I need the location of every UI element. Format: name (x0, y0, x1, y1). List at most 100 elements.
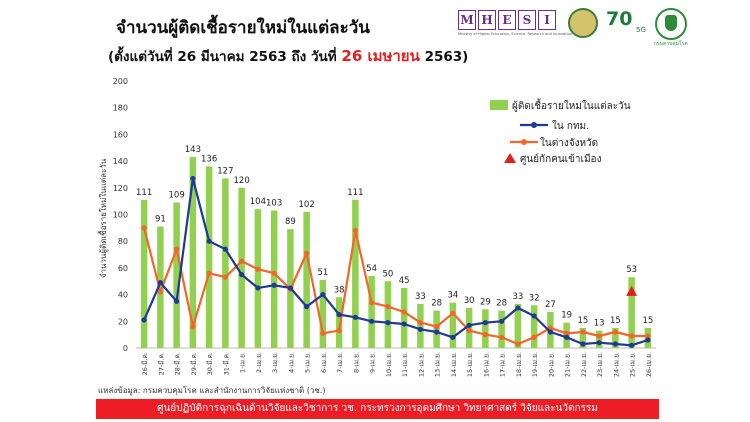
x-tick-label: 3-เม.ย. (271, 352, 279, 373)
bar-data-label: 28 (496, 299, 507, 309)
mhesi-letter: I (538, 10, 556, 30)
x-tick-label: 4-เม.ย. (287, 352, 295, 373)
x-tick-label: 11-เม.ย. (401, 352, 409, 377)
bar (595, 330, 603, 348)
bar-data-label: 15 (642, 316, 653, 326)
subtitle-start: (ตั้งแต่วันที่ 26 มีนาคม 2563 ถึง วันที่ (108, 49, 337, 65)
chart-title: จำนวนผู้ติดเชื้อรายใหม่ในแต่ละวัน (116, 18, 370, 38)
bar-data-label: 136 (201, 154, 217, 164)
bar (514, 303, 522, 348)
y-tick-label: 100 (113, 211, 128, 220)
y-axis-label: จำนวนผู้ติดเชื้อรายใหม่ในแต่ละวัน (97, 158, 109, 278)
bkk-point (547, 329, 553, 335)
provinces-point (271, 270, 277, 276)
bkk-point (434, 329, 440, 335)
legend-provinces-label: ในต่างจังหวัด (540, 137, 598, 149)
bkk-point (190, 175, 196, 182)
legend-provinces-marker (521, 139, 527, 145)
mhesi-letter: E (498, 10, 516, 30)
bkk-point (287, 285, 293, 291)
x-tick-label: 13-เม.ย. (434, 352, 442, 377)
bar-data-label: 91 (155, 215, 166, 225)
bkk-point (255, 285, 261, 291)
bkk-point (466, 322, 472, 328)
moph-logo-icon (655, 8, 687, 40)
x-tick-label: 12-เม.ย. (417, 352, 425, 377)
mhesi-letter: M (458, 10, 476, 30)
bar (157, 226, 164, 348)
bar-data-label: 104 (250, 197, 266, 207)
bar (482, 309, 489, 348)
x-tick-label: 2-เม.ย. (255, 352, 263, 373)
subtitle-highlight-date: 26 เมษายน (341, 47, 420, 65)
bkk-point (352, 314, 358, 320)
mhesi-caption: Ministry of Higher Education, Science, R… (458, 32, 573, 36)
bar (319, 279, 327, 348)
y-tick-label: 80 (118, 237, 128, 246)
bar-data-label: 45 (399, 276, 410, 286)
bar (530, 305, 538, 348)
x-tick-label: 16-เม.ย. (482, 352, 490, 377)
provinces-point (239, 258, 245, 264)
bar (465, 307, 473, 348)
bar (433, 310, 440, 348)
provinces-point (466, 328, 472, 334)
provinces-point (596, 333, 602, 339)
provinces-point (482, 332, 488, 338)
bkk-point (141, 317, 147, 323)
y-tick-label: 0 (123, 344, 128, 353)
bar (368, 275, 375, 348)
x-tick-label: 21-เม.ย. (564, 352, 572, 377)
bar (384, 281, 392, 348)
provinces-point (255, 266, 261, 272)
bar-data-label: 34 (447, 291, 458, 301)
bkk-point (645, 337, 651, 343)
y-tick-label: 160 (113, 130, 128, 139)
data-source-note: แหล่งข้อมูล: กรมควบคุมโรค และสำนักงานการ… (98, 386, 326, 395)
bar (498, 310, 505, 348)
bkk-point (336, 312, 342, 318)
provinces-point (157, 289, 163, 295)
provinces-point (174, 246, 180, 252)
bar-data-label: 13 (594, 319, 605, 329)
tsri-emblem-icon (568, 8, 598, 38)
provinces-point (564, 330, 570, 336)
x-tick-label: 15-เม.ย. (466, 352, 474, 377)
bar (222, 178, 229, 348)
provinces-series-line (143, 227, 648, 346)
legend-bkk-label: ใน กทม. (552, 120, 589, 132)
bar (189, 157, 197, 348)
bar (400, 287, 408, 348)
bkk-point (401, 321, 407, 327)
y-tick-label: 20 (118, 317, 128, 326)
legend-immigration-swatch (504, 153, 516, 163)
x-tick-label: 31-มี.ค. (222, 352, 230, 375)
bar (254, 209, 262, 348)
provinces-point (499, 334, 505, 340)
bkk-point (612, 341, 618, 347)
bar-data-label: 103 (266, 198, 282, 208)
bkk-point (369, 318, 375, 324)
x-tick-label: 30-มี.ค. (206, 352, 214, 375)
y-tick-label: 120 (113, 184, 128, 193)
x-tick-label: 1-เม.ย. (239, 352, 247, 373)
bkk-point (482, 320, 488, 326)
mhesi-letter: H (478, 10, 496, 30)
y-tick-label: 40 (118, 291, 128, 300)
x-tick-label: 27-มี.ค. (157, 352, 165, 375)
bkk-point (239, 271, 245, 278)
x-tick-label: 17-เม.ย. (499, 352, 507, 377)
provinces-point (352, 227, 358, 234)
bkk-point (629, 342, 635, 348)
bkk-series-line (143, 177, 649, 347)
provinces-point (629, 333, 635, 339)
bar-data-label: 15 (577, 316, 588, 326)
x-tick-label: 5-เม.ย. (304, 352, 312, 373)
provinces-point (141, 225, 147, 231)
bar (417, 303, 424, 348)
x-tick-label: 28-มี.ค. (174, 352, 182, 375)
bar-data-label: 15 (610, 316, 621, 326)
provinces-point (531, 334, 537, 340)
